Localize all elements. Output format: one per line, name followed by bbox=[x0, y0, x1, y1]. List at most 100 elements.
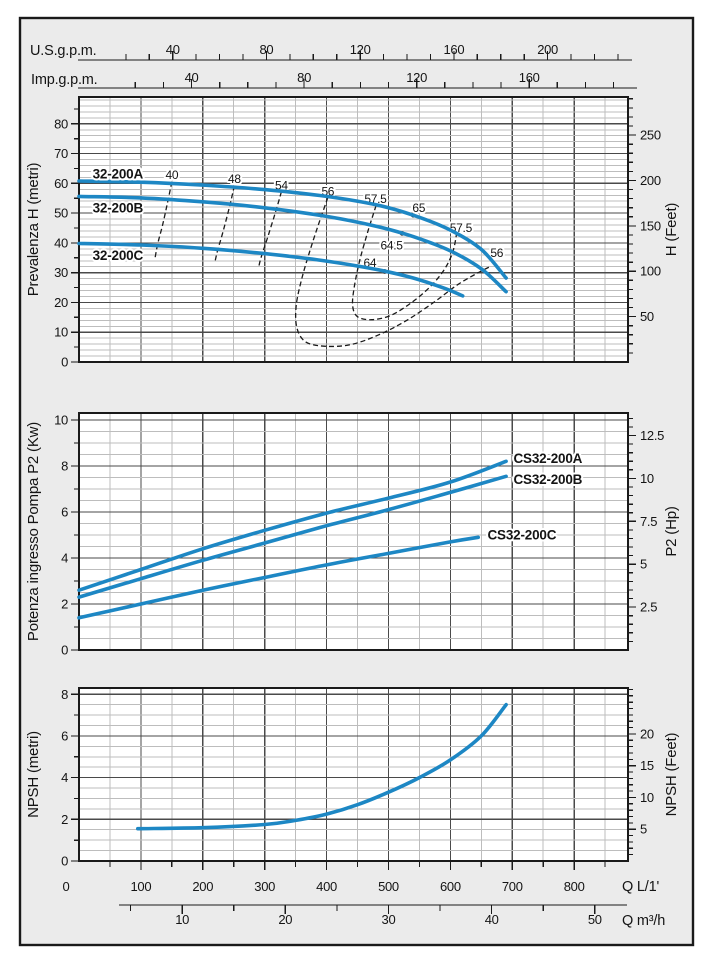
left-tick-label: 2 bbox=[61, 596, 68, 611]
left-tick-label: 6 bbox=[61, 728, 68, 743]
efficiency-value-label: 56 bbox=[490, 246, 503, 260]
plot-border bbox=[77, 95, 630, 364]
scale-tick-label: 400 bbox=[316, 879, 337, 894]
right-tick-label: 12.5 bbox=[640, 428, 664, 443]
scale-tick-label: 800 bbox=[564, 879, 585, 894]
efficiency-value-label: 48 bbox=[228, 172, 241, 186]
series-label-CS32-200B: CS32-200B bbox=[513, 472, 582, 487]
right-tick-label: 10 bbox=[640, 790, 654, 805]
right-tick-label: 20 bbox=[640, 726, 654, 741]
series-label-32-200B: 32-200B bbox=[93, 200, 144, 215]
scale-zero-label: 0 bbox=[63, 879, 70, 894]
q-m3h-scale: 10 20 30 40 50 Q m³/h bbox=[119, 904, 665, 929]
scale-tick-label: 50 bbox=[588, 912, 602, 927]
scale-tick-label: 200 bbox=[537, 42, 558, 57]
scale-tick-label: 600 bbox=[440, 879, 461, 894]
scale-tick-label: 80 bbox=[259, 42, 273, 57]
scale-tick-label: 10 bbox=[175, 912, 189, 927]
curve-32-200A bbox=[77, 179, 508, 280]
scale-tick-label: 200 bbox=[192, 879, 213, 894]
scale-tick-label: 120 bbox=[350, 42, 371, 57]
scale-tick-label: 20 bbox=[278, 912, 292, 927]
left-tick-label: 8 bbox=[61, 458, 68, 473]
scale-tick-label: 80 bbox=[297, 70, 311, 85]
curve-NPSH bbox=[136, 702, 508, 831]
left-axis-title: NPSH (metri) bbox=[25, 731, 42, 818]
left-tick-label: 6 bbox=[61, 504, 68, 519]
left-tick-label: 0 bbox=[61, 643, 68, 658]
curve-CS32-200C bbox=[77, 535, 480, 620]
right-tick-label: 5 bbox=[640, 822, 647, 837]
scale-name-label: U.S.g.p.m. bbox=[30, 43, 97, 59]
series-label-CS32-200C: CS32-200C bbox=[488, 527, 557, 542]
left-tick-label: 10 bbox=[54, 412, 68, 427]
right-tick-label: 50 bbox=[640, 309, 654, 324]
left-tick-label: 4 bbox=[61, 770, 68, 785]
plot-border bbox=[77, 686, 630, 863]
scale-tick-label: 100 bbox=[130, 879, 151, 894]
left-tick-label: 8 bbox=[61, 687, 68, 702]
imp-gpm-scale: 40 80 120 160 Imp.g.p.m. bbox=[31, 70, 637, 89]
right-tick-label: 10 bbox=[640, 471, 654, 486]
right-tick-label: 150 bbox=[640, 218, 661, 233]
efficiency-contour-line bbox=[351, 205, 458, 321]
left-tick-label: 4 bbox=[61, 550, 68, 565]
scale-tick-label: 120 bbox=[406, 70, 427, 85]
power-chart: 0 2 4 6 8 10 2.5 5 7.5 10 12.5 Potenza ingresso Pom… bbox=[25, 411, 680, 658]
scale-tick-label: 30 bbox=[382, 912, 396, 927]
left-tick-label: 20 bbox=[54, 295, 68, 310]
right-tick-label: 250 bbox=[640, 128, 661, 143]
right-tick-label: 200 bbox=[640, 173, 661, 188]
efficiency-contour-line bbox=[257, 191, 283, 269]
scale-tick-label: 160 bbox=[443, 42, 464, 57]
scale-tick-label: 700 bbox=[502, 879, 523, 894]
right-tick-label: 15 bbox=[640, 758, 654, 773]
us-gpm-scale: 40 80 120 160 200 U.S.g.p.m. bbox=[30, 42, 632, 61]
npsh-chart: 0 2 4 6 8 5 10 15 20 NPSH (metri) NPSH (Feet) bbox=[25, 687, 680, 869]
scale-name-label: Q L/1' bbox=[622, 879, 659, 895]
right-axis-title: NPSH (Feet) bbox=[663, 732, 680, 816]
scale-tick-label: 160 bbox=[519, 70, 540, 85]
scale-tick-label: 500 bbox=[378, 879, 399, 894]
right-axis-title: P2 (Hp) bbox=[663, 506, 680, 556]
scale-name-label: Q m³/h bbox=[622, 913, 665, 929]
scale-tick-label: 40 bbox=[485, 912, 499, 927]
best-efficiency-label: 65 bbox=[412, 201, 425, 215]
left-tick-label: 10 bbox=[54, 325, 68, 340]
efficiency-value-label: 40 bbox=[165, 168, 178, 182]
scale-tick-label: 40 bbox=[166, 42, 180, 57]
left-tick-label: 2 bbox=[61, 812, 68, 827]
curve-CS32-200A bbox=[77, 459, 508, 592]
curve-32-200C bbox=[77, 241, 465, 298]
scale-name-label: Imp.g.p.m. bbox=[31, 72, 98, 88]
curve-32-200B bbox=[77, 194, 508, 294]
left-axis-title: Prevalenza H (metri) bbox=[25, 163, 42, 297]
plot-area bbox=[79, 413, 628, 650]
right-tick-label: 2.5 bbox=[640, 600, 657, 615]
efficiency-contour-line bbox=[154, 181, 173, 258]
curve-CS32-200B bbox=[77, 474, 508, 599]
plot-area bbox=[79, 688, 628, 861]
left-tick-label: 60 bbox=[54, 176, 68, 191]
right-tick-label: 5 bbox=[640, 557, 647, 572]
series-label-32-200A: 32-200A bbox=[93, 166, 144, 181]
right-axis-title: H (Feet) bbox=[663, 203, 680, 257]
series-label-CS32-200A: CS32-200A bbox=[513, 451, 582, 466]
q-l1min-scale: 100 200 300 400 500 600 700 800 0 Q L/1' bbox=[63, 862, 660, 895]
left-tick-label: 0 bbox=[61, 355, 68, 370]
series-label-32-200C: 32-200C bbox=[93, 248, 144, 263]
left-tick-label: 30 bbox=[54, 265, 68, 280]
best-efficiency-label: 64.5 bbox=[380, 238, 403, 252]
left-tick-label: 40 bbox=[54, 235, 68, 250]
left-tick-label: 80 bbox=[54, 116, 68, 131]
right-tick-label: 7.5 bbox=[640, 514, 657, 529]
scale-tick-label: 40 bbox=[185, 70, 199, 85]
head-chart: 0 10 20 30 40 50 60 70 80 50 100 150 200 250 Prevalenz… bbox=[25, 95, 680, 370]
plot-border bbox=[77, 411, 630, 652]
left-tick-label: 50 bbox=[54, 206, 68, 221]
left-tick-label: 0 bbox=[61, 854, 68, 869]
scale-tick-label: 300 bbox=[254, 879, 275, 894]
right-tick-label: 100 bbox=[640, 264, 661, 279]
